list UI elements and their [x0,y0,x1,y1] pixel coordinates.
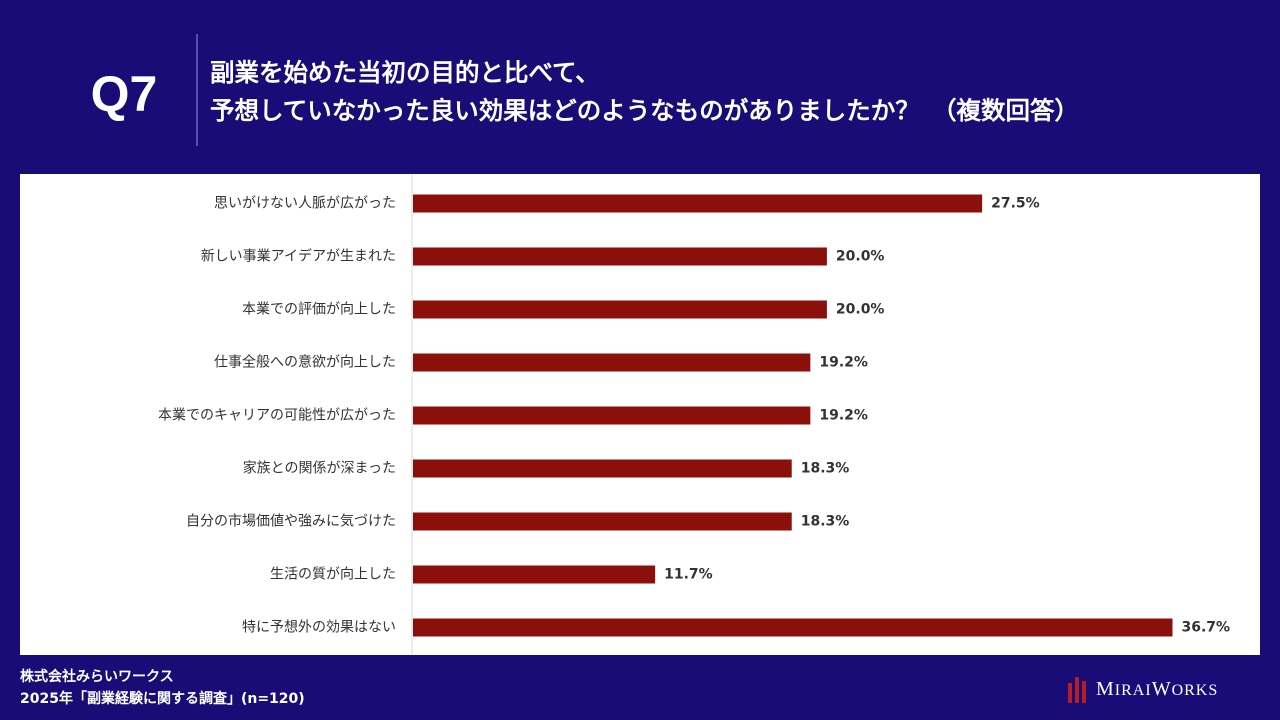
category-label: 家族との関係が深まった [243,460,396,477]
data-label: 36.7% [1182,620,1231,636]
bar [413,459,792,478]
footer-company: 株式会社みらいワークス [20,669,174,685]
category-label: 生活の質が向上した [270,567,396,583]
logo-mark-icon [1068,675,1086,703]
logo-text: MIRAIWORKS [1096,677,1219,700]
data-label: 11.7% [664,567,713,583]
bar [413,512,792,531]
bar [413,618,1173,637]
category-label: 自分の市場価値や強みに気づけた [186,513,396,530]
category-label: 本業でのキャリアの可能性が広がった [158,408,396,424]
bar [413,565,656,584]
data-label: 20.0% [836,302,885,318]
footer: 株式会社みらいワークス 2025年「副業経験に関する調査」(n=120) [20,666,305,710]
title-divider [196,34,198,146]
question-title-line-2: 予想していなかった良い効果はどのようなものがありましたか？ （複数回答） [210,96,1080,125]
category-label: 仕事全般への意欲が向上した [214,354,396,371]
bar-chart: 思いがけない人脈が広がった 27.5% 新しい事業アイデアが生まれた 20.0% 本業で… [158,174,1231,655]
category-label: 本業での評価が向上した [242,302,396,318]
category-label: 思いがけない人脈が広がった [214,196,396,212]
bar [413,353,811,372]
company-logo: MIRAIWORKS [1068,674,1218,704]
bar [413,194,983,213]
question-title-line-1: 副業を始めた当初の目的と比べて、 [210,58,600,87]
chart-panel: 思いがけない人脈が広がった 27.5% 新しい事業アイデアが生まれた 20.0% 本業で… [20,174,1260,655]
data-label: 19.2% [819,408,868,424]
question-title: 副業を始めた当初の目的と比べて、 予想していなかった良い効果はどのようなものがあ… [210,54,1260,130]
data-label: 27.5% [991,196,1040,212]
data-label: 18.3% [801,514,850,530]
question-number: Q7 [90,66,158,122]
bar [413,406,811,425]
category-label: 特に予想外の効果はない [242,620,396,636]
data-label: 19.2% [819,355,868,371]
footer-survey-source: 2025年「副業経験に関する調査」(n=120) [20,691,305,707]
data-label: 18.3% [801,461,850,477]
bar [413,300,827,319]
data-label: 20.0% [836,249,885,265]
bar [413,247,827,266]
category-label: 新しい事業アイデアが生まれた [201,248,396,265]
